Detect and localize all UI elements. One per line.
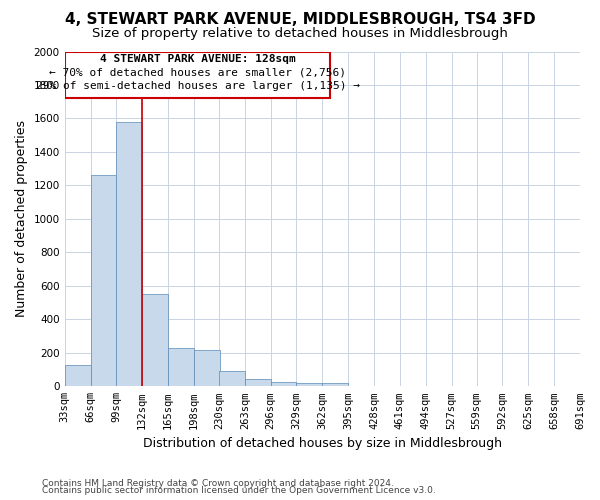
Bar bbox=[296, 383, 322, 386]
Bar bbox=[219, 371, 245, 386]
Bar bbox=[65, 52, 330, 98]
Text: 29% of semi-detached houses are larger (1,135) →: 29% of semi-detached houses are larger (… bbox=[36, 80, 360, 90]
Bar bbox=[65, 364, 91, 386]
Text: ← 70% of detached houses are smaller (2,756): ← 70% of detached houses are smaller (2,… bbox=[49, 68, 346, 78]
Bar bbox=[142, 294, 168, 386]
Text: Contains HM Land Registry data © Crown copyright and database right 2024.: Contains HM Land Registry data © Crown c… bbox=[42, 478, 394, 488]
Bar bbox=[322, 383, 348, 386]
Text: 4 STEWART PARK AVENUE: 128sqm: 4 STEWART PARK AVENUE: 128sqm bbox=[100, 54, 296, 64]
Text: 4, STEWART PARK AVENUE, MIDDLESBROUGH, TS4 3FD: 4, STEWART PARK AVENUE, MIDDLESBROUGH, T… bbox=[65, 12, 535, 28]
Bar bbox=[194, 350, 220, 386]
Y-axis label: Number of detached properties: Number of detached properties bbox=[15, 120, 28, 318]
Bar bbox=[271, 382, 296, 386]
X-axis label: Distribution of detached houses by size in Middlesbrough: Distribution of detached houses by size … bbox=[143, 437, 502, 450]
Bar bbox=[245, 379, 271, 386]
Bar bbox=[91, 176, 116, 386]
Text: Size of property relative to detached houses in Middlesbrough: Size of property relative to detached ho… bbox=[92, 28, 508, 40]
Bar bbox=[168, 348, 194, 387]
Text: Contains public sector information licensed under the Open Government Licence v3: Contains public sector information licen… bbox=[42, 486, 436, 495]
Bar bbox=[116, 122, 142, 386]
